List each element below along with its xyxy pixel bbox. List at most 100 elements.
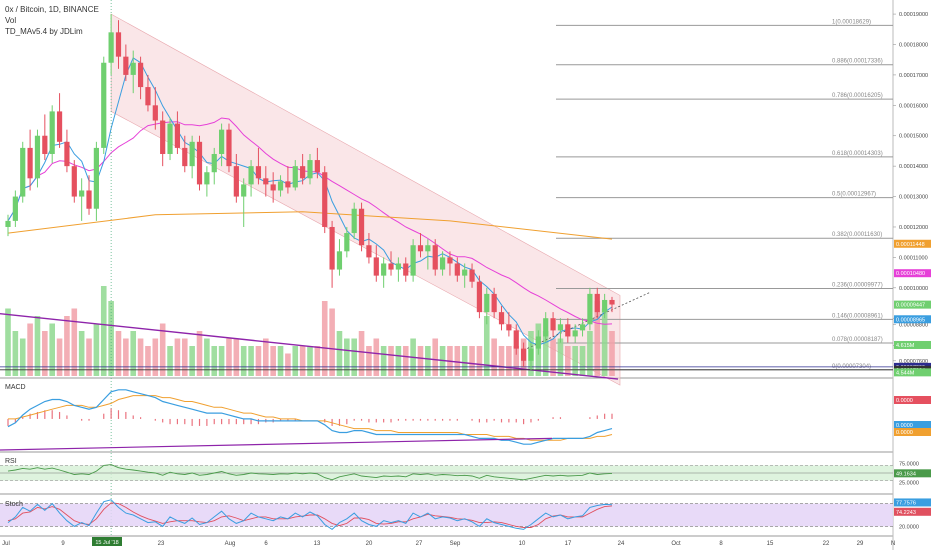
candle-body — [56, 111, 63, 142]
volume-bar — [292, 346, 299, 376]
volume-bar — [255, 346, 262, 376]
volume-bar — [34, 316, 41, 376]
candle-body — [521, 348, 527, 361]
candle-body — [196, 141, 203, 185]
price-tick-label: 0.00019000 — [899, 12, 928, 18]
candle-body — [528, 348, 534, 361]
candle-body — [137, 62, 144, 88]
volume-bar — [307, 346, 313, 376]
macd-trendline — [0, 437, 553, 451]
candle-body — [425, 245, 431, 252]
price-tick-label: 0.00017000 — [899, 73, 928, 79]
volume-bar — [425, 346, 431, 376]
stoch-label[interactable]: Stoch — [5, 501, 23, 508]
price-tag — [894, 300, 931, 309]
symbol-title[interactable]: 0x / Bitcoin, 1D, BINANCE — [5, 5, 99, 14]
volume-bar — [181, 338, 188, 376]
volume-bar — [388, 346, 394, 376]
indicator-label[interactable]: TD_MAv5.4 by JDLim — [5, 27, 83, 36]
price-tag-label: 4.615M — [896, 343, 915, 349]
macd-tag — [894, 428, 931, 436]
candle-body — [498, 312, 505, 325]
price-tick-label: 0.00012000 — [899, 225, 928, 231]
price-tag-label: 0.00010480 — [896, 271, 925, 277]
fib-level-label: 0.078(0.00008187) — [832, 337, 883, 343]
candle-body — [322, 172, 328, 227]
support-trendline — [0, 312, 619, 380]
candle-body — [336, 251, 343, 270]
macd-tag — [894, 421, 931, 429]
candle-body — [101, 62, 107, 148]
price-tick-label: 0.00013000 — [899, 195, 928, 201]
volume-bar — [270, 346, 276, 376]
rsi-label[interactable]: RSI — [5, 458, 17, 465]
macd-tag-label: 0.0000 — [896, 398, 913, 404]
macd-tag — [894, 396, 931, 404]
price-tag — [894, 368, 931, 377]
candle-body — [123, 56, 129, 75]
fib-level-label: 0.618(0.00014303) — [832, 151, 883, 157]
candle-body — [388, 263, 394, 270]
fib-level-label: 0.146(0.00008961) — [832, 313, 883, 319]
fib-level-label: 0.886(0.00017336) — [832, 59, 883, 65]
time-axis-label: 9 — [61, 541, 65, 547]
candle-body — [93, 147, 99, 209]
macd-signal-line — [8, 395, 613, 441]
volume-bar — [115, 331, 122, 376]
candle-body — [71, 166, 77, 197]
candle-body — [255, 166, 262, 179]
volume-bar — [93, 323, 100, 376]
volume-bar — [56, 338, 63, 376]
candle-body — [292, 166, 298, 188]
candle-body — [49, 111, 55, 154]
fib-level-label: 0.786(0.00016205) — [832, 93, 883, 99]
candle-body — [263, 178, 269, 185]
candle-body — [130, 62, 136, 75]
candle-body — [543, 318, 549, 337]
volume-bar — [461, 346, 468, 376]
price-tag-label: 0.00011448 — [896, 242, 925, 248]
volume-bar — [329, 308, 335, 376]
candle-body — [248, 166, 254, 185]
volume-label[interactable]: Vol — [5, 16, 17, 25]
macd-label[interactable]: MACD — [5, 384, 26, 391]
volume-bar — [27, 323, 33, 376]
candle-body — [314, 160, 320, 173]
volume-bar — [513, 346, 520, 376]
volume-bar — [86, 338, 92, 376]
volume-bar — [476, 346, 483, 376]
volume-bar — [336, 331, 343, 376]
candle-body — [594, 293, 600, 313]
stoch-k-line — [7, 499, 613, 531]
time-axis-label: Sep — [450, 541, 461, 547]
volume-bar — [263, 338, 269, 376]
volume-bar — [108, 301, 114, 376]
volume-bar — [587, 331, 593, 376]
candle-body — [513, 330, 519, 349]
candle-body — [587, 293, 593, 325]
fib-level-label: 1(0.00018629) — [832, 19, 871, 25]
stoch-d-line — [7, 502, 613, 528]
time-axis-label: 6 — [264, 541, 268, 547]
volume-bar — [542, 331, 549, 376]
volume-bar — [395, 346, 402, 376]
candle-body — [285, 181, 291, 188]
stoch-axis-label: 20.0000 — [899, 524, 919, 530]
volume-bar — [285, 353, 291, 376]
candle-body — [300, 166, 306, 179]
time-axis-label: Oct — [671, 541, 681, 547]
macd-line — [7, 389, 613, 445]
price-tick-label: 0.00007600 — [899, 359, 928, 365]
candle-body — [329, 226, 335, 270]
volume-bar — [248, 346, 254, 376]
stoch-band — [0, 503, 893, 527]
time-axis-label: 13 — [314, 541, 321, 547]
volume-bar — [351, 338, 357, 376]
candle-body — [579, 324, 586, 331]
price-tag — [894, 340, 931, 349]
volume-bar — [321, 301, 328, 376]
candle-body — [233, 166, 239, 197]
time-axis-label: Jul — [2, 541, 10, 547]
candle-body — [447, 257, 453, 264]
